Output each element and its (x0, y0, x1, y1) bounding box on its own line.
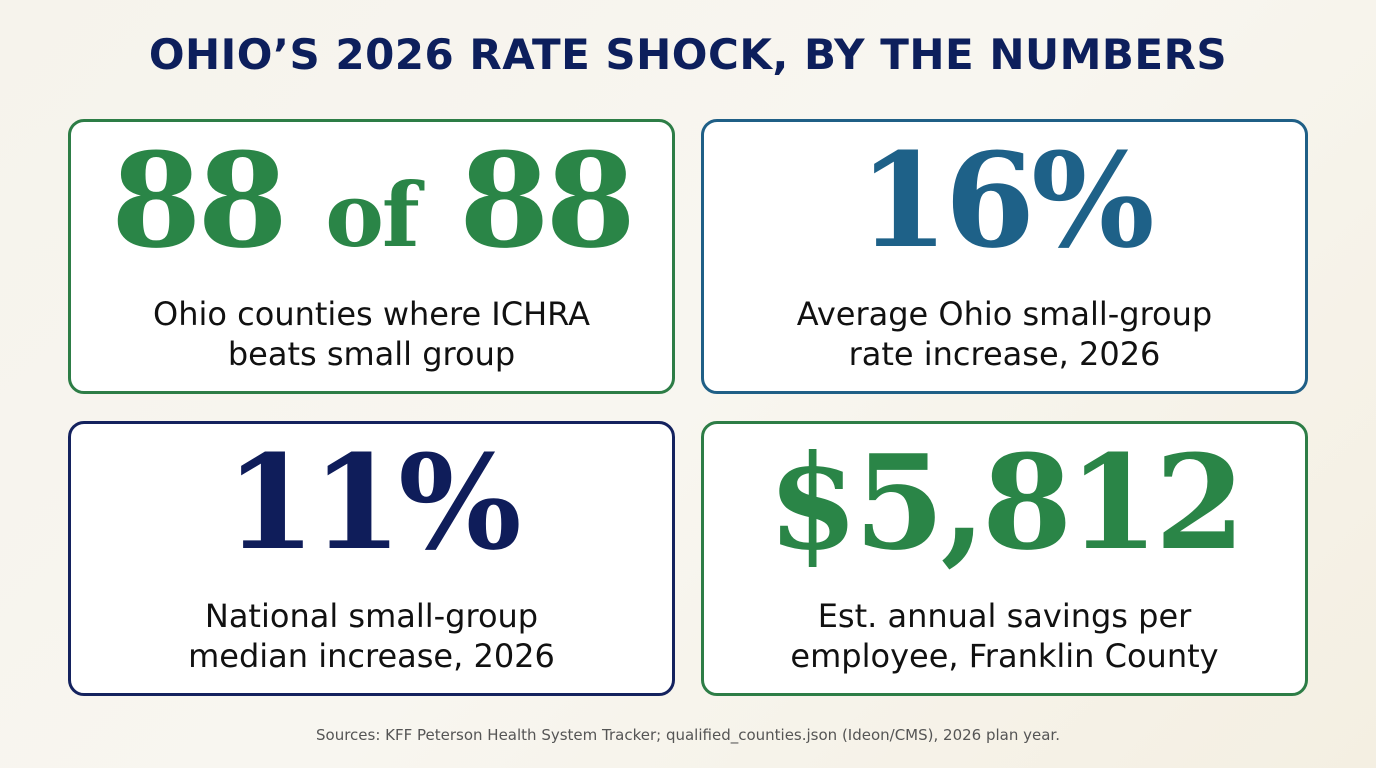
stat-description-line: Ohio counties where ICHRA (153, 295, 590, 333)
stat-card-national-increase: 11% National small-group median increase… (68, 421, 675, 696)
stat-description: Ohio counties where ICHRA beats small gr… (91, 294, 652, 374)
stat-value-national-increase: 11% (225, 426, 521, 579)
sources-footnote: Sources: KFF Peterson Health System Trac… (316, 726, 1060, 744)
stat-value-counties: 88 of 88 (71, 136, 672, 266)
stat-description: National small-group median increase, 20… (91, 596, 652, 676)
stat-description-line: Est. annual savings per (817, 597, 1192, 635)
stat-description-line: median increase, 2026 (188, 637, 555, 675)
stat-card-ohio-increase: 16% Average Ohio small-group rate increa… (701, 119, 1308, 394)
stat-description-line: rate increase, 2026 (848, 335, 1161, 373)
stat-description-line: employee, Franklin County (790, 637, 1219, 675)
stat-number: 88 (459, 124, 636, 277)
stat-description: Est. annual savings per employee, Frankl… (724, 596, 1285, 676)
stat-card-savings: $5,812 Est. annual savings per employee,… (701, 421, 1308, 696)
stat-value-ohio-increase: 16% (858, 124, 1154, 277)
stat-card-counties: 88 of 88 Ohio counties where ICHRA beats… (68, 119, 675, 394)
stat-description-line: beats small group (227, 335, 516, 373)
stat-description-line: National small-group (204, 597, 539, 635)
stat-connector: of (325, 163, 420, 267)
page-title: OHIO’S 2026 RATE SHOCK, BY THE NUMBERS (148, 30, 1228, 79)
stat-value-savings: $5,812 (767, 426, 1246, 579)
stat-description-line: Average Ohio small-group (796, 295, 1213, 333)
stat-description: Average Ohio small-group rate increase, … (724, 294, 1285, 374)
stat-number: 88 (111, 124, 288, 277)
